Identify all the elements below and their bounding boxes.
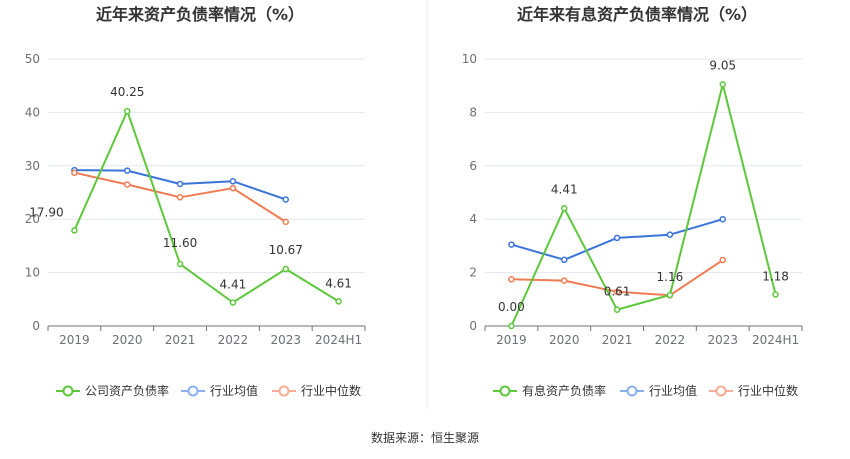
y-tick-label: 8 (469, 105, 477, 119)
x-tick-label: 2022 (655, 333, 686, 347)
y-tick-label: 0 (469, 319, 477, 333)
debt-ratio-chart: 近年来资产负债率情况（%） 0 10 20 30 40 50 2019 2020 2021 202… (25, 5, 366, 398)
x-tick-label: 2024H1 (752, 333, 799, 347)
legend-label: 行业均值 (210, 383, 258, 398)
data-label: 9.05 (709, 58, 736, 72)
y-tick-label: 4 (469, 212, 477, 226)
legend-item: 行业中位数 (272, 383, 361, 398)
y-tick-label: 40 (25, 105, 40, 119)
data-point-avg (229, 178, 237, 185)
data-point-company (71, 227, 78, 234)
legend-marker (187, 385, 199, 397)
data-label: 0.61 (604, 285, 631, 299)
y-tick-label: 50 (25, 52, 40, 66)
chart-title: 近年来资产负债率情况（%） (96, 5, 304, 24)
data-point-avg (666, 231, 674, 238)
data-source-note: 数据来源：恒生聚源 (370, 431, 479, 445)
data-point-company (561, 205, 568, 212)
x-tick-label: 2024H1 (315, 333, 362, 347)
y-tick-label: 30 (25, 159, 40, 173)
legend-marker (715, 385, 727, 397)
legend-marker (499, 385, 511, 397)
y-tick-label: 6 (469, 159, 477, 173)
legend-marker (62, 385, 74, 397)
data-point-median (508, 276, 515, 283)
data-label: 4.41 (551, 182, 578, 196)
legend-marker (626, 385, 638, 397)
data-point-avg (124, 167, 131, 174)
legend-label: 行业均值 (649, 383, 697, 398)
data-label: 4.41 (220, 277, 247, 291)
data-point-company (719, 81, 726, 88)
legend-item: 公司资产负债率 (56, 383, 169, 398)
data-point-median (229, 184, 237, 192)
x-tick-label: 2019 (496, 333, 527, 347)
data-label: 17.90 (29, 205, 63, 219)
x-tick-label: 2020 (549, 333, 580, 347)
y-tick-label: 0 (32, 319, 40, 333)
interest-bearing-debt-ratio-chart: 近年来有息资产负债率情况（%） 0 2 4 6 8 10 2019 2020 2021 2022 2… (462, 5, 803, 398)
data-label: 1.18 (762, 269, 789, 283)
x-tick-label: 2021 (165, 333, 196, 347)
data-label: 0.00 (498, 300, 525, 314)
x-tick-label: 2020 (112, 333, 143, 347)
data-label: 40.25 (110, 85, 144, 99)
data-point-median (282, 218, 289, 226)
x-tick-label: 2023 (270, 333, 301, 347)
legend-label: 行业中位数 (301, 383, 361, 398)
data-point-company (613, 306, 621, 313)
data-point-company (282, 265, 289, 273)
legend-item: 行业均值 (181, 383, 258, 398)
legend-label: 行业中位数 (738, 383, 798, 398)
data-point-median (719, 256, 726, 264)
data-point-avg (719, 215, 726, 223)
data-point-company (335, 298, 342, 305)
legend-label: 有息资产负债率 (522, 383, 606, 398)
y-tick-label: 2 (469, 266, 477, 280)
x-tick-label: 2019 (59, 333, 90, 347)
data-label: 10.67 (269, 243, 303, 257)
data-point-median (176, 194, 184, 201)
y-tick-label: 10 (25, 266, 40, 280)
chart-title: 近年来有息资产负债率情况（%） (517, 5, 757, 24)
data-point-median (71, 169, 78, 176)
data-label: 4.61 (325, 276, 352, 290)
legend-marker (278, 385, 290, 397)
data-point-company (176, 260, 184, 268)
series-line-company (510, 83, 777, 327)
data-point-avg (508, 241, 515, 248)
y-tick-label: 10 (462, 52, 477, 66)
data-point-company (508, 322, 515, 330)
legend-item: 有息资产负债率 (493, 383, 606, 398)
data-point-avg (176, 180, 184, 188)
data-label: 11.60 (163, 236, 197, 250)
legend-item: 行业中位数 (709, 383, 798, 398)
data-point-avg (561, 256, 568, 264)
data-point-company (666, 291, 674, 299)
series-line-company (73, 110, 340, 304)
x-tick-label: 2021 (602, 333, 633, 347)
x-tick-label: 2022 (218, 333, 249, 347)
y-tick-label: 20 (25, 212, 40, 226)
data-point-company (124, 107, 131, 115)
legend-label: 公司资产负债率 (85, 383, 169, 398)
data-point-avg (282, 196, 289, 203)
legend-item: 行业均值 (620, 383, 697, 398)
data-point-company (229, 299, 237, 306)
data-point-median (561, 277, 568, 284)
data-label: 1.16 (657, 270, 684, 284)
x-tick-label: 2023 (707, 333, 738, 347)
data-point-avg (613, 234, 621, 242)
data-point-median (613, 288, 621, 296)
data-point-median (124, 181, 131, 188)
data-point-company (772, 291, 779, 298)
